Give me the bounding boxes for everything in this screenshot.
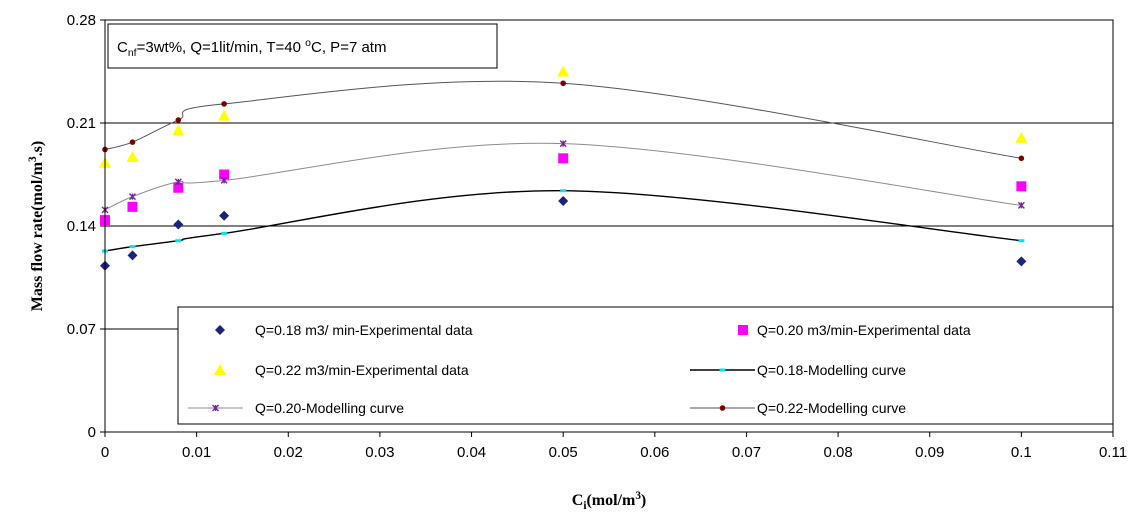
legend-label: Q=0.20-Modelling curve <box>255 400 404 416</box>
annotation-text: Cnf=3wt%, Q=1lit/min, T=40 oC, P=7 atm <box>117 37 386 59</box>
legend-swatch-marker <box>215 325 225 335</box>
legend-swatch-marker <box>738 325 748 335</box>
series-4-point <box>220 176 228 184</box>
y-axis-title: Mass flow rate(mol/m3.s) <box>27 141 46 311</box>
x-tick-label: 0.08 <box>823 444 852 461</box>
series-5-point <box>221 101 227 107</box>
x-tick-label: 0.07 <box>732 444 761 461</box>
series-4-curve <box>104 142 1022 211</box>
series-0-point <box>1016 256 1027 267</box>
series-0-point <box>127 250 138 261</box>
series-1-point <box>219 169 230 180</box>
legend-item-5: Q=0.22-Modelling curve <box>690 400 906 416</box>
legend-item-0: Q=0.18 m3/ min-Experimental data <box>215 322 473 338</box>
series-1-point <box>127 201 138 212</box>
series-1-point <box>1016 181 1027 192</box>
legend-label: Q=0.22 m3/min-Experimental data <box>255 362 469 378</box>
x-tick-label: 0.03 <box>365 444 394 461</box>
legend-swatch-marker <box>212 404 219 412</box>
x-tick-label: 0.01 <box>182 444 211 461</box>
x-tick-label: 0.11 <box>1099 444 1127 461</box>
x-tick-label: 0 <box>101 444 109 461</box>
series-3-point <box>221 231 228 235</box>
x-tick-label: 0.1 <box>1011 444 1032 461</box>
legend-swatch-marker <box>214 364 226 375</box>
series-0-point <box>219 210 230 221</box>
x-tick-label: 0.02 <box>274 444 303 461</box>
series-0-point <box>173 219 184 230</box>
legend-item-1: Q=0.20 m3/min-Experimental data <box>738 322 971 338</box>
y-tick-label: 0.28 <box>67 12 96 29</box>
x-axis-title: Ci(mol/m3) <box>572 490 646 512</box>
legend-label: Q=0.20 m3/min-Experimental data <box>757 322 971 338</box>
axes: 0 0.07 0.14 0.21 0.28 0 0.01 0.02 0.03 0.04 0.05 0.… <box>27 12 1127 512</box>
series-4-point <box>174 178 182 186</box>
legend-box <box>177 306 1114 425</box>
annotation: Cnf=3wt%, Q=1lit/min, T=40 oC, P=7 atm <box>107 23 498 69</box>
series-1-point <box>173 182 184 193</box>
series-5-point <box>175 117 182 123</box>
series-2-point <box>1015 131 1028 143</box>
series-5-point <box>560 80 566 87</box>
series-1-point <box>558 153 569 164</box>
y-tick-label: 0 <box>88 424 96 441</box>
y-tick-label: 0.21 <box>67 115 96 132</box>
series-3-point <box>1018 239 1025 243</box>
y-tick-label: 0.07 <box>67 321 96 338</box>
series-2-point <box>172 124 185 136</box>
series-0-point <box>558 195 569 206</box>
series-4-point <box>559 140 567 148</box>
x-tick-label: 0.05 <box>549 444 578 461</box>
x-tick-label: 0.06 <box>640 444 669 461</box>
x-tick-label: 0.04 <box>457 444 486 461</box>
y-tick-label: 0.14 <box>67 218 96 235</box>
series-4-point <box>128 193 136 201</box>
legend-label: Q=0.18 m3/ min-Experimental data <box>255 322 473 338</box>
series-4-point <box>1017 201 1025 209</box>
gridlines <box>105 122 1113 330</box>
series-2-point <box>557 65 570 77</box>
series-3-point <box>129 245 136 249</box>
series-5-point <box>1018 155 1025 162</box>
x-tick-label: 0.09 <box>915 444 944 461</box>
legend-label: Q=0.18-Modelling curve <box>757 362 906 378</box>
series-5-point <box>129 139 136 145</box>
legend: Q=0.18 m3/ min-Experimental data Q=0.20 m… <box>177 306 1114 425</box>
series-3-point <box>175 239 182 243</box>
legend-item-3: Q=0.18-Modelling curve <box>690 362 906 378</box>
legend-item-4: Q=0.20-Modelling curve <box>188 400 404 416</box>
series-2-point <box>126 150 139 162</box>
legend-label: Q=0.22-Modelling curve <box>757 400 906 416</box>
legend-swatch-marker <box>719 368 726 372</box>
series-3-point <box>560 189 567 193</box>
modelling-curves <box>104 80 1022 252</box>
series-2-point <box>218 109 231 121</box>
data-markers <box>99 65 1028 271</box>
legend-swatch-marker <box>719 405 726 411</box>
annotation-box <box>107 23 498 69</box>
series-3-curve <box>104 189 1022 252</box>
series-5-curve <box>104 80 1022 159</box>
legend-item-2: Q=0.22 m3/min-Experimental data <box>214 362 469 378</box>
